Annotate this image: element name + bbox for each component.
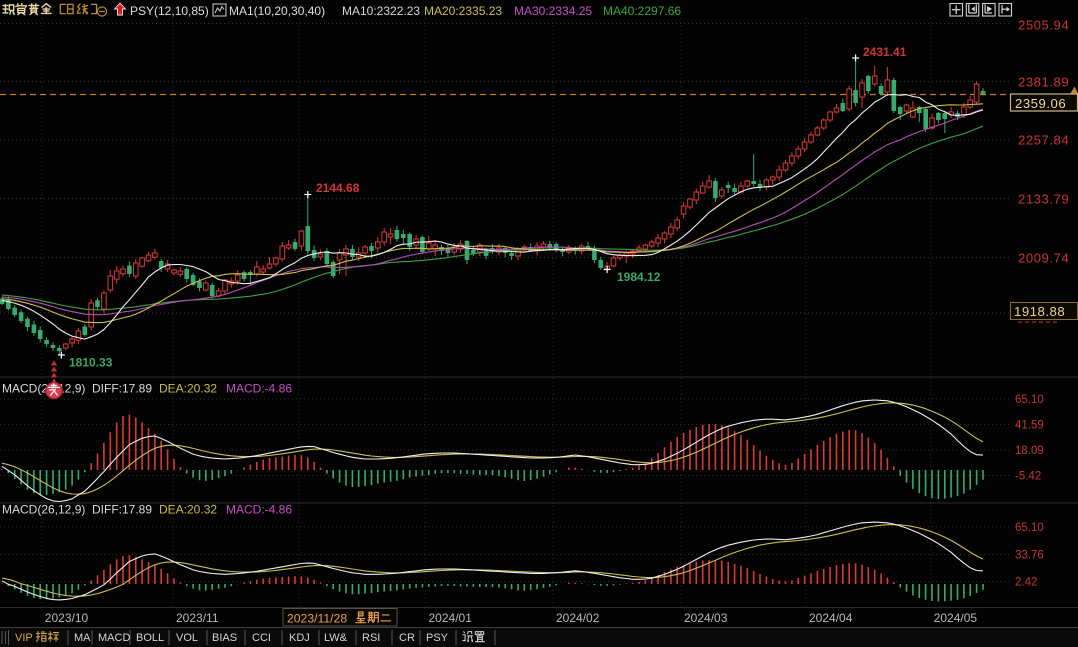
svg-text:2024/05: 2024/05 [934, 611, 978, 625]
svg-text:2024/04: 2024/04 [809, 611, 853, 625]
svg-text:65.10: 65.10 [1015, 394, 1044, 406]
svg-text:MA40:2297.66: MA40:2297.66 [603, 4, 681, 18]
svg-text:BOLL: BOLL [136, 632, 164, 644]
svg-text:18.09: 18.09 [1015, 445, 1044, 457]
svg-text:2359.06: 2359.06 [1015, 96, 1066, 111]
svg-text:1810.33: 1810.33 [69, 356, 113, 370]
svg-text:MACD: MACD [98, 632, 130, 644]
svg-text:MA: MA [74, 632, 91, 644]
svg-text:2133.79: 2133.79 [1018, 192, 1069, 207]
svg-text:CR: CR [399, 632, 415, 644]
svg-text:MACD:-4.86: MACD:-4.86 [226, 503, 292, 517]
svg-text:LW&: LW& [324, 632, 348, 644]
svg-text:1918.88: 1918.88 [1014, 304, 1065, 319]
svg-text:PSY: PSY [426, 632, 449, 644]
svg-text:DEA:20.32: DEA:20.32 [159, 503, 217, 517]
svg-text:65.10: 65.10 [1015, 522, 1044, 534]
svg-text:BIAS: BIAS [212, 632, 237, 644]
svg-text:2505.94: 2505.94 [1018, 18, 1069, 33]
svg-text:VIP: VIP [15, 632, 33, 644]
svg-text:2023/11/28: 2023/11/28 [287, 612, 347, 626]
svg-text:PSY(12,10,85): PSY(12,10,85) [130, 4, 209, 18]
svg-text:2.42: 2.42 [1015, 577, 1037, 589]
svg-text:MACD:-4.86: MACD:-4.86 [226, 382, 292, 396]
svg-text:2144.68: 2144.68 [316, 181, 360, 195]
svg-text:-5.42: -5.42 [1015, 471, 1041, 483]
svg-text:KDJ: KDJ [289, 632, 310, 644]
svg-text:41.59: 41.59 [1015, 420, 1044, 432]
svg-text:MACD(26,12,9): MACD(26,12,9) [2, 382, 85, 396]
svg-text:VOL: VOL [176, 632, 198, 644]
svg-text:MA20:2335.23: MA20:2335.23 [424, 4, 502, 18]
svg-text:DEA:20.32: DEA:20.32 [159, 382, 217, 396]
svg-text:MA10:2322.23: MA10:2322.23 [342, 4, 420, 18]
svg-text:2257.84: 2257.84 [1018, 133, 1069, 148]
svg-text:2024/01: 2024/01 [429, 611, 473, 625]
svg-text:2023/11: 2023/11 [176, 611, 219, 625]
svg-text:33.76: 33.76 [1015, 550, 1044, 562]
svg-text:2381.89: 2381.89 [1018, 75, 1069, 90]
svg-text:2023/10: 2023/10 [45, 611, 89, 625]
svg-text:DIFF:17.89: DIFF:17.89 [92, 382, 152, 396]
svg-text:2024/03: 2024/03 [684, 611, 728, 625]
svg-text:1984.12: 1984.12 [617, 270, 661, 284]
svg-text:MA1(10,20,30,40): MA1(10,20,30,40) [229, 4, 325, 18]
svg-text:MA30:2334.25: MA30:2334.25 [514, 4, 592, 18]
svg-text:RSI: RSI [362, 632, 380, 644]
svg-text:2431.41: 2431.41 [863, 45, 907, 59]
svg-text:MACD(26,12,9): MACD(26,12,9) [2, 503, 85, 517]
svg-text:2024/02: 2024/02 [556, 611, 600, 625]
svg-text:CCI: CCI [252, 632, 271, 644]
svg-text:DIFF:17.89: DIFF:17.89 [92, 503, 152, 517]
svg-text:2009.74: 2009.74 [1018, 251, 1069, 266]
